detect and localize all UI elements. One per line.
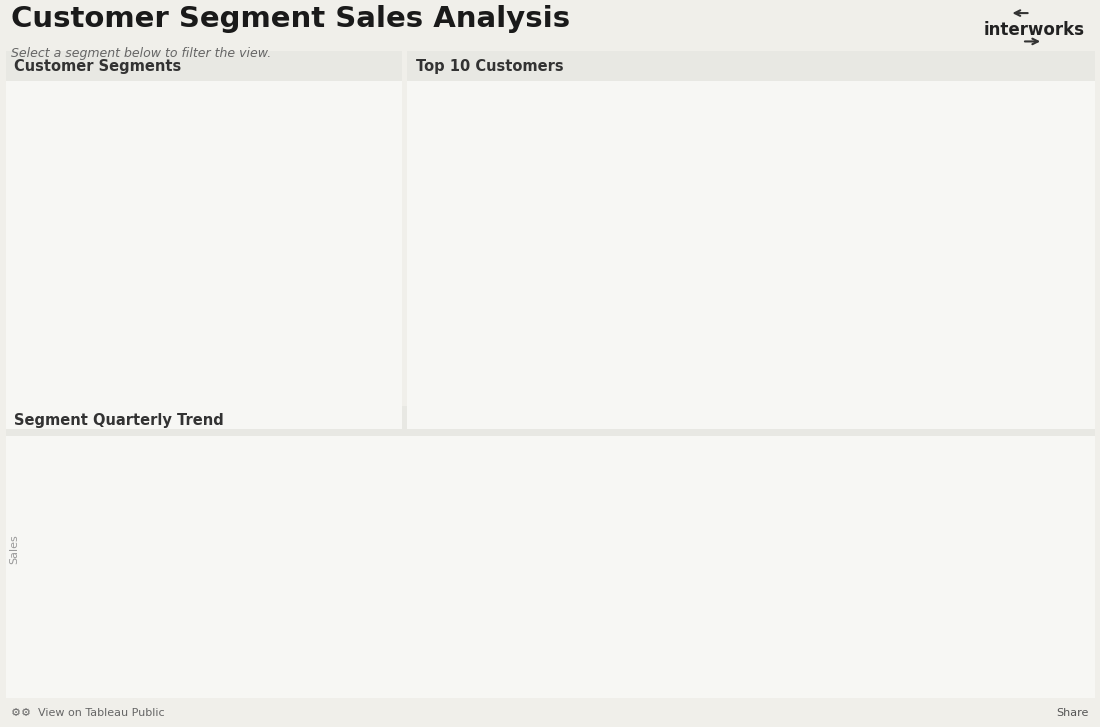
- Bar: [605, 160, 642, 178]
- Text: $62K: $62K: [559, 296, 587, 306]
- X-axis label: Sales: Sales: [832, 437, 862, 447]
- Text: Consumer,
Home Office
$328,932: Consumer, Home Office $328,932: [110, 265, 166, 294]
- Text: Kristine Connolly: Kristine Connolly: [438, 196, 551, 209]
- Text: $61K: $61K: [559, 329, 587, 339]
- Text: Neal Wolfe: Neal Wolfe: [438, 262, 510, 275]
- Text: interworks: interworks: [983, 20, 1085, 39]
- Text: 2: 2: [417, 129, 425, 142]
- Text: Customer Segment Sales Analysis: Customer Segment Sales Analysis: [11, 4, 570, 33]
- Text: Home Office
$1,527,520: Home Office $1,527,520: [172, 369, 235, 391]
- Text: $81K: $81K: [559, 197, 587, 207]
- Text: $84K: $84K: [559, 164, 587, 174]
- Bar: [605, 94, 1067, 112]
- Text: Consumer,
Corporate
$343,287: Consumer, Corporate $343,287: [179, 161, 228, 190]
- Bar: [642, 160, 917, 178]
- Text: Dana Teague: Dana Teague: [438, 327, 524, 340]
- X-axis label: Order Date: Order Date: [541, 677, 603, 687]
- Text: Top 10 Customers: Top 10 Customers: [416, 59, 563, 73]
- Text: Amanda Kay: Amanda Kay: [438, 393, 520, 406]
- Bar: [605, 259, 862, 277]
- Text: 5: 5: [417, 228, 425, 241]
- Text: Segment Quarterly Trend: Segment Quarterly Trend: [14, 414, 224, 428]
- Text: $87K: $87K: [559, 131, 587, 141]
- Text: Corporate,
Home Office
$815,413: Corporate, Home Office $815,413: [241, 265, 297, 294]
- Text: Glen Caldwell: Glen Caldwell: [438, 228, 528, 241]
- Bar: [605, 226, 866, 244]
- Text: Corporate
$2,682,164: Corporate $2,682,164: [305, 189, 364, 210]
- Ellipse shape: [100, 203, 307, 377]
- Text: Rosemary O'Brien: Rosemary O'Brien: [438, 129, 557, 142]
- Text: 10: 10: [414, 393, 428, 406]
- Text: $70K: $70K: [559, 230, 587, 240]
- Text: 1: 1: [417, 97, 425, 110]
- Text: Priscilla Kane: Priscilla Kane: [438, 294, 528, 308]
- Text: Kim Weiss: Kim Weiss: [438, 361, 506, 374]
- Text: $59K: $59K: [559, 362, 587, 372]
- Text: 7: 7: [417, 294, 425, 308]
- Text: Leigh Burnette Hurley: Leigh Burnette Hurley: [438, 163, 585, 176]
- Text: 6: 6: [417, 262, 425, 275]
- Text: Gordon Brandt: Gordon Brandt: [438, 97, 536, 110]
- Text: 3: 3: [417, 163, 425, 176]
- Bar: [605, 325, 832, 343]
- Text: $69K: $69K: [559, 263, 587, 273]
- Text: Customer Segments: Customer Segments: [14, 59, 182, 73]
- Text: $124K: $124K: [552, 98, 587, 108]
- Text: Share: Share: [1057, 708, 1089, 718]
- Text: ⚙⚙  View on Tableau Public: ⚙⚙ View on Tableau Public: [11, 708, 165, 718]
- Bar: [605, 193, 672, 211]
- Bar: [605, 127, 928, 145]
- Bar: [672, 193, 906, 211]
- Ellipse shape: [50, 134, 255, 308]
- Text: $56K: $56K: [559, 395, 587, 405]
- Text: 4: 4: [417, 196, 425, 209]
- Bar: [728, 292, 836, 310]
- Text: Consumer
$1,514,385: Consumer $1,514,385: [43, 189, 102, 210]
- Bar: [605, 358, 825, 376]
- Bar: [605, 391, 814, 409]
- Text: Sales: Sales: [9, 534, 20, 563]
- Text: Consumer,
Corporate,
Home Office
$61,858: Consumer, Corporate, Home Office $61,858: [175, 217, 232, 258]
- Text: 8: 8: [417, 327, 425, 340]
- Ellipse shape: [152, 134, 358, 308]
- Text: Select a segment below to filter the view.: Select a segment below to filter the vie…: [11, 47, 272, 60]
- Bar: [605, 292, 728, 310]
- Text: 9: 9: [417, 361, 425, 374]
